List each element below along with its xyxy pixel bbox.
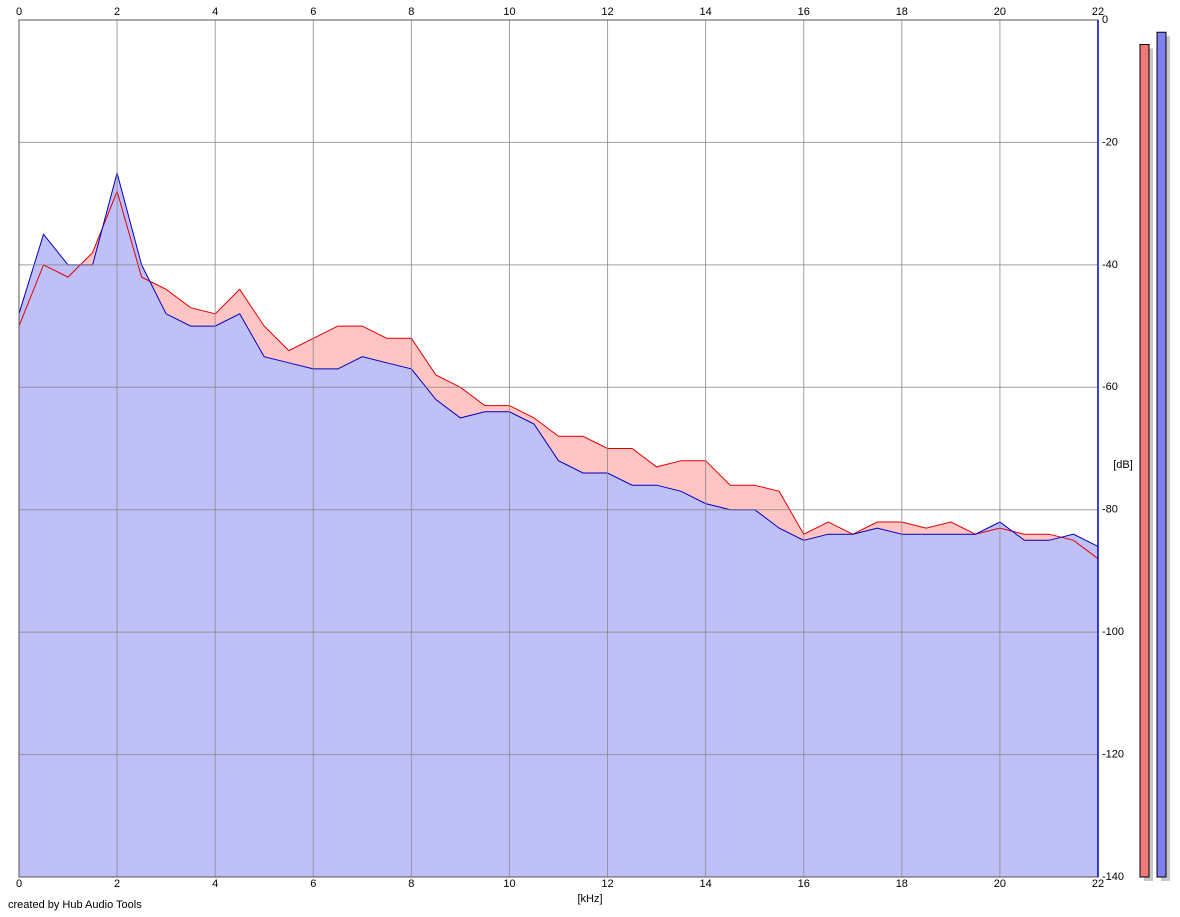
x-axis-label: [kHz] <box>577 893 602 905</box>
x-tick-label: 20 <box>994 6 1006 18</box>
x-tick-label: 10 <box>503 6 515 18</box>
x-tick-label: 22 <box>1092 6 1104 18</box>
y-tick-label: -120 <box>1102 748 1124 760</box>
x-tick-label: 12 <box>601 878 613 890</box>
x-tick-label: 2 <box>114 6 120 18</box>
x-tick-label: 0 <box>16 6 22 18</box>
area-fill <box>19 173 1098 877</box>
y-tick-label: -20 <box>1102 136 1118 148</box>
x-tick-label: 4 <box>212 878 218 890</box>
y-tick-label: -80 <box>1102 504 1118 516</box>
level-meter <box>1139 43 1150 878</box>
level-meter <box>1156 31 1167 878</box>
y-tick-label: -60 <box>1102 381 1118 393</box>
x-tick-label: 4 <box>212 6 218 18</box>
x-tick-label: 16 <box>798 6 810 18</box>
y-tick-label: -40 <box>1102 259 1118 271</box>
x-tick-label: 10 <box>503 878 515 890</box>
x-tick-label: 2 <box>114 878 120 890</box>
y-axis-label: [dB] <box>1113 459 1133 471</box>
x-tick-label: 22 <box>1092 878 1104 890</box>
x-tick-label: 16 <box>798 878 810 890</box>
x-tick-label: 14 <box>700 878 712 890</box>
x-tick-label: 12 <box>601 6 613 18</box>
x-tick-label: 6 <box>310 878 316 890</box>
x-tick-label: 8 <box>408 6 414 18</box>
x-tick-label: 8 <box>408 878 414 890</box>
x-tick-label: 0 <box>16 878 22 890</box>
y-tick-label: -100 <box>1102 626 1124 638</box>
y-tick-label: 0 <box>1102 14 1108 26</box>
spectrum-line <box>18 189 1099 560</box>
footer: created by Hub Audio Tools <box>8 899 142 911</box>
x-tick-label: 6 <box>310 6 316 18</box>
x-tick-label: 18 <box>896 6 908 18</box>
spectrum-line <box>18 171 1099 547</box>
x-tick-label: 20 <box>994 878 1006 890</box>
x-tick-label: 18 <box>896 878 908 890</box>
y-tick-label: -140 <box>1102 871 1124 883</box>
x-tick-label: 14 <box>700 6 712 18</box>
